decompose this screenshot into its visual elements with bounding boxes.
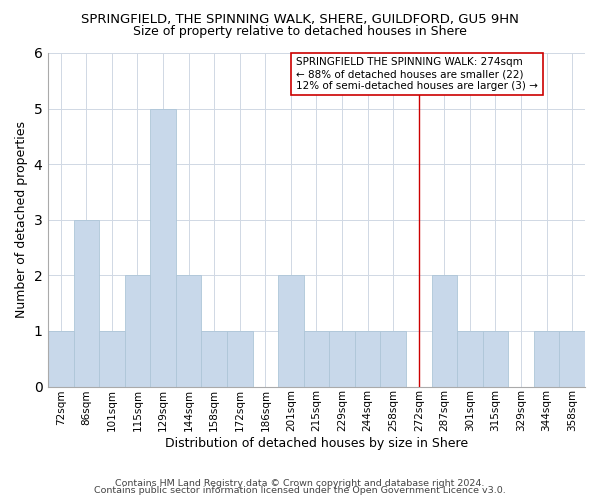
Bar xyxy=(150,108,176,386)
Text: SPRINGFIELD, THE SPINNING WALK, SHERE, GUILDFORD, GU5 9HN: SPRINGFIELD, THE SPINNING WALK, SHERE, G… xyxy=(81,12,519,26)
Bar xyxy=(99,331,125,386)
Bar xyxy=(355,331,380,386)
Bar xyxy=(431,276,457,386)
Bar xyxy=(559,331,585,386)
Bar xyxy=(48,331,74,386)
Bar xyxy=(380,331,406,386)
Bar xyxy=(278,276,304,386)
Text: Size of property relative to detached houses in Shere: Size of property relative to detached ho… xyxy=(133,25,467,38)
Bar xyxy=(483,331,508,386)
Bar xyxy=(304,331,329,386)
Text: SPRINGFIELD THE SPINNING WALK: 274sqm
← 88% of detached houses are smaller (22)
: SPRINGFIELD THE SPINNING WALK: 274sqm ← … xyxy=(296,58,538,90)
Bar xyxy=(329,331,355,386)
Bar xyxy=(125,276,150,386)
Bar xyxy=(176,276,202,386)
Bar xyxy=(227,331,253,386)
Bar xyxy=(202,331,227,386)
Text: Contains HM Land Registry data © Crown copyright and database right 2024.: Contains HM Land Registry data © Crown c… xyxy=(115,478,485,488)
Y-axis label: Number of detached properties: Number of detached properties xyxy=(15,122,28,318)
Bar xyxy=(534,331,559,386)
Bar xyxy=(457,331,483,386)
Text: Contains public sector information licensed under the Open Government Licence v3: Contains public sector information licen… xyxy=(94,486,506,495)
X-axis label: Distribution of detached houses by size in Shere: Distribution of detached houses by size … xyxy=(165,437,468,450)
Bar xyxy=(74,220,99,386)
